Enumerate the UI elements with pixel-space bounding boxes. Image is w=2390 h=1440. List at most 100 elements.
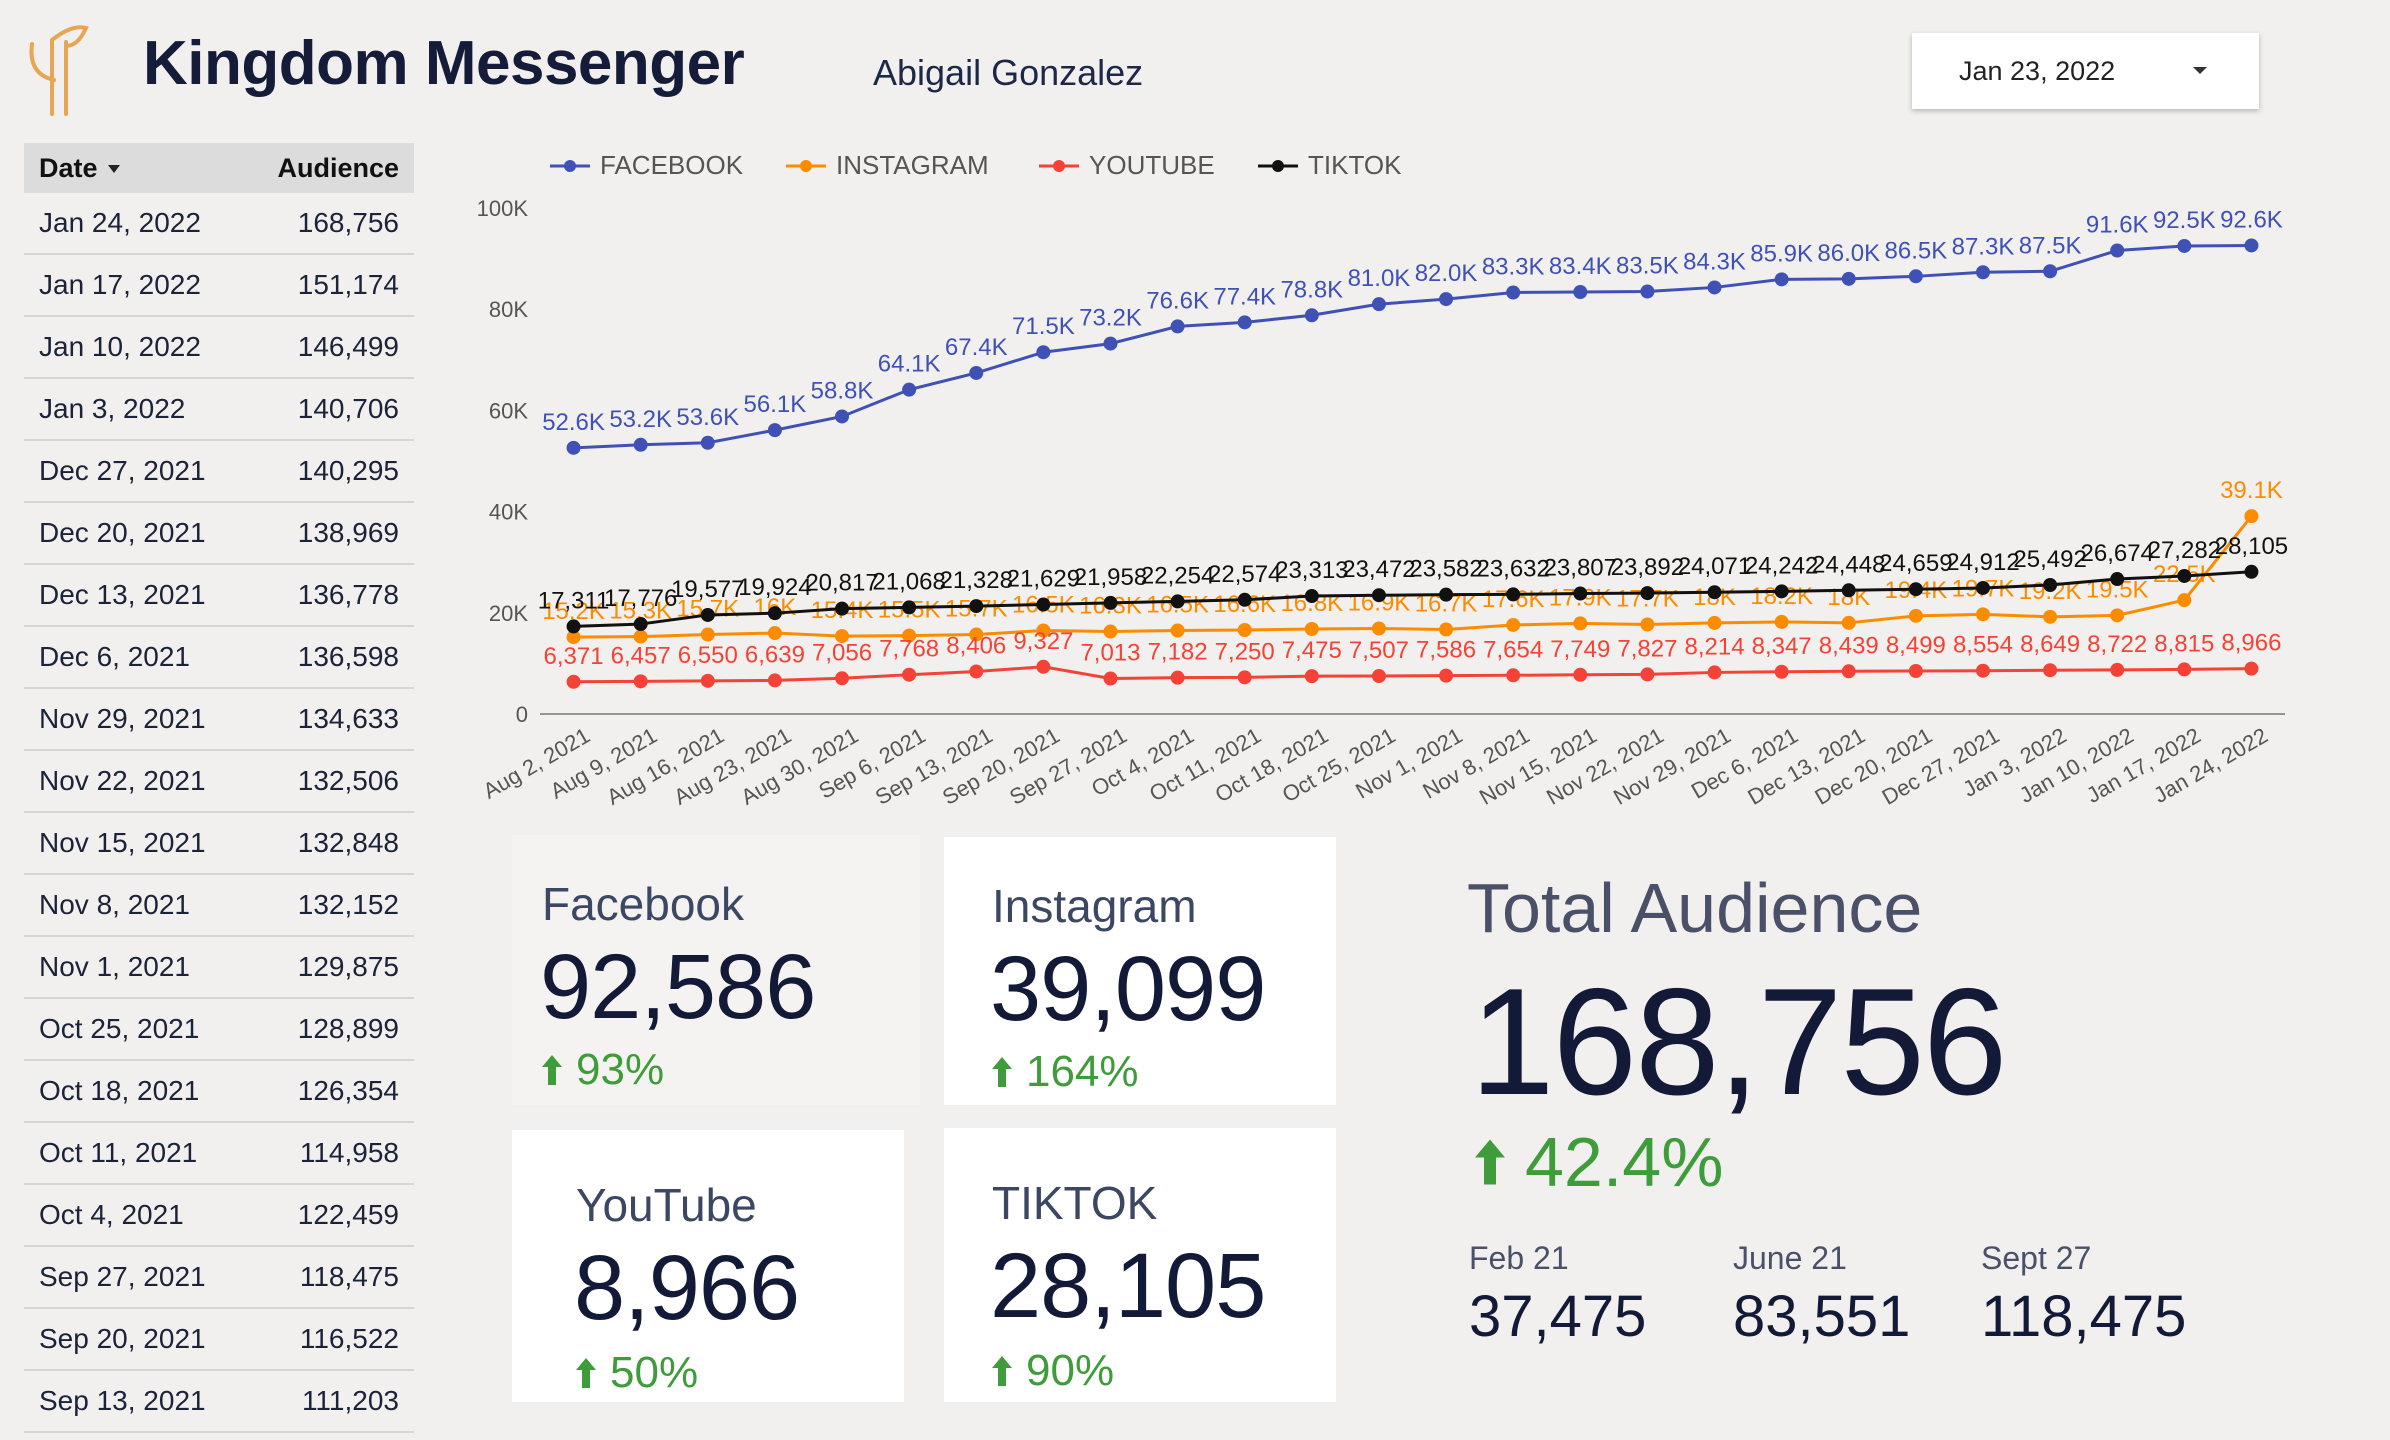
data-point [1975, 265, 1990, 280]
data-label: 8,554 [1953, 632, 2013, 659]
table-row[interactable]: Dec 27, 2021 140,295 [24, 441, 414, 503]
tiktok-card-value: 28,105 [990, 1235, 1266, 1337]
data-label: 92.6K [2220, 206, 2283, 233]
data-label: 22,254 [1141, 562, 1214, 589]
instagram-card-label: Instagram [992, 880, 1197, 932]
data-point [1103, 671, 1118, 686]
data-point [1841, 615, 1856, 630]
data-point [1170, 319, 1185, 334]
row-audience: 136,778 [297, 579, 399, 610]
row-date: Jan 10, 2022 [39, 331, 201, 362]
facebook-card: Facebook 92,586 93% [512, 835, 920, 1105]
row-audience: 116,522 [299, 1323, 399, 1354]
table-row[interactable]: Jan 3, 2022 140,706 [24, 379, 414, 441]
data-label: 8,649 [2020, 631, 2080, 658]
data-point [1439, 292, 1454, 307]
series-line-youtube [573, 665, 2252, 684]
data-label: 27,282 [2148, 537, 2221, 564]
data-point [1170, 670, 1185, 685]
data-label: 84.3K [1683, 248, 1746, 275]
table-row[interactable]: Nov 15, 2021 132,848 [24, 813, 414, 875]
table-row[interactable]: Nov 29, 2021 134,633 [24, 689, 414, 751]
table-row[interactable]: Jan 24, 2022 168,756 [24, 193, 414, 255]
table-row[interactable]: Jan 17, 2022 151,174 [24, 255, 414, 317]
date-picker-value: Jan 23, 2022 [1959, 55, 2116, 86]
table-row[interactable]: Nov 8, 2021 132,152 [24, 875, 414, 937]
data-point [1506, 285, 1521, 300]
tiktok-card-label: TIKTOK [992, 1177, 1158, 1229]
row-audience: 140,706 [297, 393, 399, 424]
y-tick-label: 20K [489, 601, 528, 626]
table-row[interactable]: Nov 1, 2021 129,875 [24, 937, 414, 999]
data-label: 53.2K [609, 406, 672, 433]
audience-column-header[interactable]: Audience [277, 152, 399, 183]
data-label: 6,371 [544, 643, 604, 670]
table-row[interactable]: Sep 20, 2021 116,522 [24, 1309, 414, 1371]
date-column-header[interactable]: Date [39, 153, 120, 184]
y-tick-label: 100K [477, 196, 529, 221]
data-label: 8,499 [1886, 632, 1946, 659]
data-label: 24,659 [1879, 550, 1952, 577]
data-point [1439, 668, 1454, 683]
total-audience-label: Total Audience [1467, 869, 1923, 947]
chevron-down-icon[interactable] [2193, 67, 2207, 74]
table-row[interactable]: Dec 13, 2021 136,778 [24, 565, 414, 627]
data-point [1506, 668, 1521, 683]
youtube-card: YouTube 8,966 50% [512, 1130, 904, 1402]
data-point [1908, 269, 1923, 284]
row-date: Oct 18, 2021 [39, 1075, 200, 1106]
row-audience: 129,875 [297, 951, 399, 982]
data-point [1439, 622, 1454, 637]
data-point [1707, 615, 1722, 630]
sort-desc-icon[interactable] [107, 165, 120, 173]
data-label: 7,013 [1080, 640, 1140, 667]
series-line-instagram [573, 515, 2253, 639]
total-audience-value: 168,756 [1470, 957, 2007, 1127]
date-picker[interactable]: Jan 23, 2022 [1912, 33, 2259, 109]
table-row[interactable]: Sep 13, 2021 111,203 [24, 1371, 414, 1433]
milestone-value: 118,475 [1981, 1284, 2187, 1349]
data-point [1707, 280, 1722, 295]
table-row[interactable]: Dec 20, 2021 138,969 [24, 503, 414, 565]
data-label: 24,912 [1946, 549, 2019, 576]
data-point [1506, 587, 1521, 602]
data-point [902, 382, 917, 397]
data-label: 7,056 [812, 639, 872, 666]
data-point [633, 674, 648, 689]
data-label: 24,242 [1745, 552, 1818, 579]
table-row[interactable]: Jan 10, 2022 146,499 [24, 317, 414, 379]
table-row[interactable]: Oct 4, 2021 122,459 [24, 1185, 414, 1247]
facebook-card-change: 93% [542, 1045, 664, 1095]
facebook-change-text: 93% [576, 1045, 665, 1094]
instagram-change-text: 164% [1026, 1047, 1139, 1096]
data-point [969, 365, 984, 380]
data-point [1036, 659, 1051, 674]
row-date: Jan 3, 2022 [39, 393, 186, 424]
row-audience: 136,598 [297, 641, 399, 672]
data-point [566, 630, 581, 645]
data-point [1640, 667, 1655, 682]
table-row[interactable]: Oct 11, 2021 114,958 [24, 1123, 414, 1185]
data-label: 8,439 [1819, 632, 1879, 659]
milestone-label: June 21 [1733, 1240, 1847, 1276]
data-label: 83.5K [1616, 252, 1679, 279]
data-label: 25,492 [2013, 546, 2086, 573]
row-audience: 134,633 [297, 703, 399, 734]
table-row[interactable]: Oct 18, 2021 126,354 [24, 1061, 414, 1123]
row-audience: 111,203 [301, 1385, 399, 1416]
table-row[interactable]: Sep 27, 2021 118,475 [24, 1247, 414, 1309]
data-point [835, 629, 850, 644]
table-body: Jan 24, 2022 168,756 Jan 17, 2022 151,174 Ja… [24, 193, 414, 1433]
legend-label: TIKTOK [1308, 150, 1402, 180]
data-label: 20,817 [805, 570, 878, 597]
table-row[interactable]: Dec 6, 2021 136,598 [24, 627, 414, 689]
data-label: 23,472 [1342, 556, 1415, 583]
data-point [1371, 621, 1386, 636]
milestone-label: Sept 27 [1981, 1240, 2092, 1276]
row-date: Oct 25, 2021 [39, 1013, 200, 1044]
table-row[interactable]: Nov 22, 2021 132,506 [24, 751, 414, 813]
table-row[interactable]: Oct 25, 2021 128,899 [24, 999, 414, 1061]
data-label: 17,776 [604, 585, 677, 612]
data-point [1371, 297, 1386, 312]
data-point [1237, 670, 1252, 685]
